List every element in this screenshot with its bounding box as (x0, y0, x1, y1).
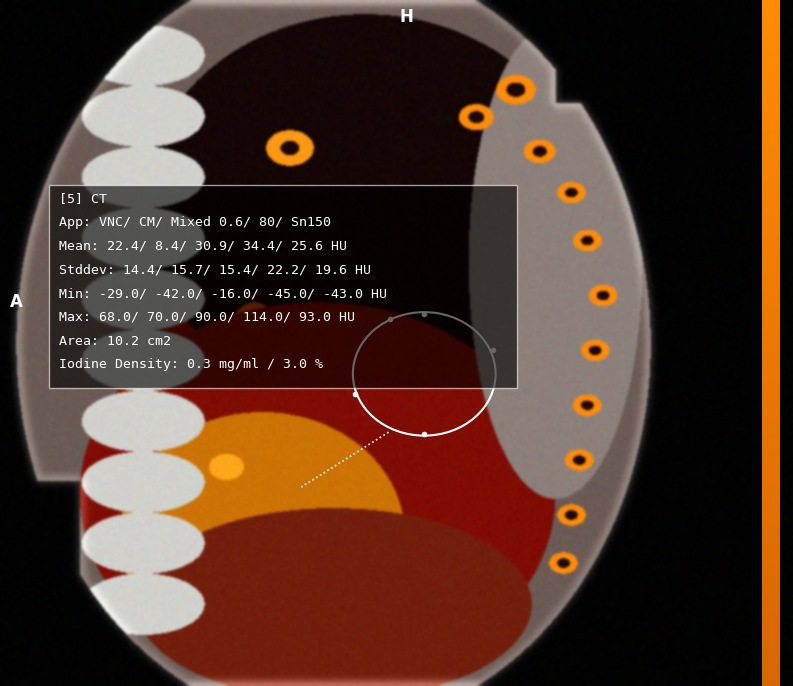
Text: App: VNC/ CM/ Mixed 0.6/ 80/ Sn150: App: VNC/ CM/ Mixed 0.6/ 80/ Sn150 (59, 215, 331, 228)
Text: Max: 68.0/ 70.0/ 90.0/ 114.0/ 93.0 HU: Max: 68.0/ 70.0/ 90.0/ 114.0/ 93.0 HU (59, 311, 354, 324)
Text: H: H (400, 8, 414, 26)
Text: [5] CT: [5] CT (59, 192, 107, 205)
Text: Area: 10.2 cm2: Area: 10.2 cm2 (59, 335, 170, 348)
Text: Mean: 22.4/ 8.4/ 30.9/ 34.4/ 25.6 HU: Mean: 22.4/ 8.4/ 30.9/ 34.4/ 25.6 HU (59, 239, 347, 252)
Text: Min: -29.0/ -42.0/ -16.0/ -45.0/ -43.0 HU: Min: -29.0/ -42.0/ -16.0/ -45.0/ -43.0 H… (59, 287, 387, 300)
Text: Iodine Density: 0.3 mg/ml / 3.0 %: Iodine Density: 0.3 mg/ml / 3.0 % (59, 359, 323, 372)
Text: A: A (10, 293, 22, 311)
FancyBboxPatch shape (49, 185, 517, 388)
Text: Stddev: 14.4/ 15.7/ 15.4/ 22.2/ 19.6 HU: Stddev: 14.4/ 15.7/ 15.4/ 22.2/ 19.6 HU (59, 263, 370, 276)
